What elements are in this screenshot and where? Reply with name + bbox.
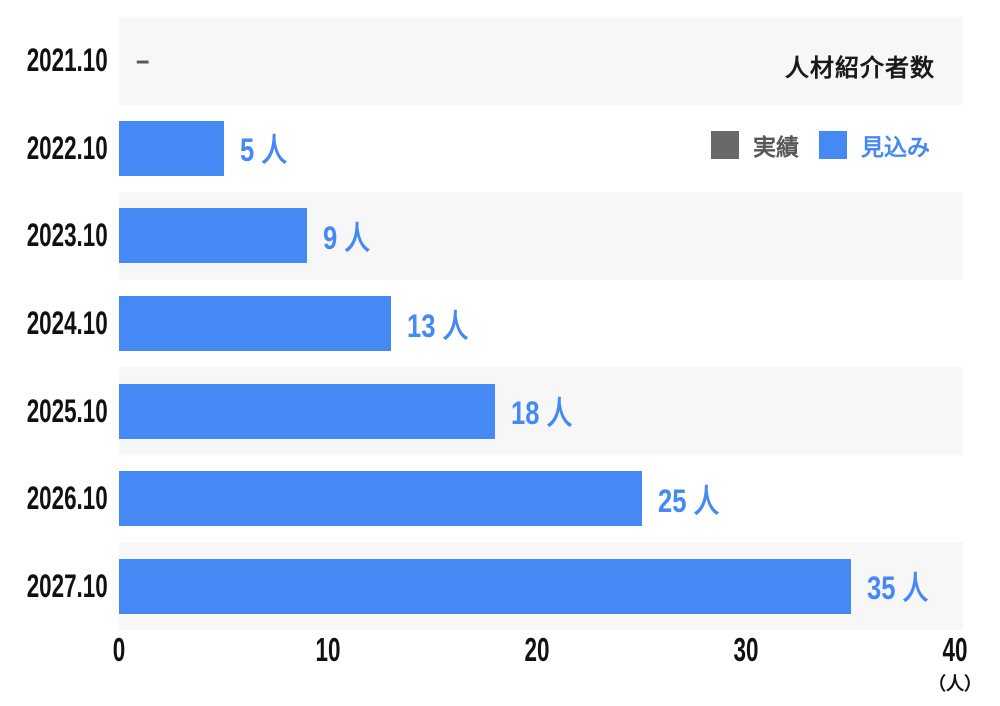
x-axis-tick-10: 10 xyxy=(315,631,341,668)
chart-row-2023-10: 2023.10 9 人 xyxy=(0,192,963,280)
value-label-text: 5 人 xyxy=(239,132,287,169)
chart-row-2027-10: 2027.10 35 人 xyxy=(0,542,963,631)
chart-row-2021-10: 2021.10 – xyxy=(0,17,963,105)
plot-row: 13 人 xyxy=(119,280,963,368)
value-label: 9 人 xyxy=(323,213,382,259)
bar-2023-10 xyxy=(119,208,308,264)
value-label: 35 人 xyxy=(867,563,944,609)
x-axis: 0 10 20 30 40 （人） xyxy=(113,630,982,706)
y-axis-label-text: 2024.10 xyxy=(27,305,108,342)
y-axis-label: 2022.10 xyxy=(0,105,119,193)
x-axis-tick-20: 20 xyxy=(524,631,550,668)
plot-area: 2021.10 – 2022.10 5 人 2023.10 9 人 2024.1… xyxy=(0,17,963,631)
y-axis-label-text: 2026.10 xyxy=(27,480,108,517)
value-label: 13 人 xyxy=(407,301,484,347)
legend-label-actual: 実績 xyxy=(753,134,799,160)
bar-2022-10 xyxy=(119,120,224,176)
y-axis-label-text: 2025.10 xyxy=(27,392,108,429)
y-axis-label-text: 2022.10 xyxy=(27,129,108,166)
x-axis-tick-30: 30 xyxy=(733,631,759,668)
bar-2025-10 xyxy=(119,383,496,439)
value-label: – xyxy=(136,44,153,78)
plot-row: 5 人 xyxy=(119,105,963,193)
legend-swatch-actual-icon xyxy=(711,131,739,159)
y-axis-label: 2021.10 xyxy=(0,17,119,105)
y-axis-label: 2023.10 xyxy=(0,192,119,280)
plot-row: 18 人 xyxy=(119,367,963,455)
x-axis-tick-0: 0 xyxy=(112,631,126,668)
value-label-text: 18 人 xyxy=(511,395,573,432)
plot-row: 9 人 xyxy=(119,192,963,280)
bar-2026-10 xyxy=(119,471,642,527)
plot-row: 35 人 xyxy=(119,542,963,631)
y-axis-label: 2025.10 xyxy=(0,367,119,455)
y-axis-label-text: 2023.10 xyxy=(27,217,108,254)
chart-row-2022-10: 2022.10 5 人 xyxy=(0,105,963,193)
value-label-text: 13 人 xyxy=(406,307,468,344)
value-label: 18 人 xyxy=(511,388,588,434)
bar-2024-10 xyxy=(119,296,391,352)
chart-row-2025-10: 2025.10 18 人 xyxy=(0,367,963,455)
x-axis-tick-40: 40 xyxy=(942,631,968,668)
legend-swatch-forecast-icon xyxy=(819,131,847,159)
value-label-text: 35 人 xyxy=(866,570,928,607)
chart-row-2026-10: 2026.10 25 人 xyxy=(0,455,963,543)
legend: 実績 見込み xyxy=(711,128,930,162)
y-axis-label-text: 2021.10 xyxy=(27,42,108,79)
value-label-text: 9 人 xyxy=(323,219,371,256)
x-axis-unit-label: （人） xyxy=(928,674,982,694)
no-data-dash: – xyxy=(136,43,150,77)
bar-2027-10 xyxy=(119,558,851,614)
legend-label-forecast: 見込み xyxy=(861,134,930,160)
y-axis-label: 2024.10 xyxy=(0,280,119,368)
y-axis-label: 2027.10 xyxy=(0,542,119,630)
value-label-text: 25 人 xyxy=(657,482,719,519)
chart-row-2024-10: 2024.10 13 人 xyxy=(0,280,963,368)
y-axis-label: 2026.10 xyxy=(0,455,119,543)
legend-item-actual: 実績 xyxy=(711,128,799,162)
y-axis-label-text: 2027.10 xyxy=(27,567,108,604)
value-label: 25 人 xyxy=(658,476,735,522)
plot-row: – xyxy=(119,17,963,105)
chart-title: 人材紹介者数 xyxy=(785,55,935,82)
legend-item-forecast: 見込み xyxy=(819,128,930,162)
value-label: 5 人 xyxy=(240,125,299,171)
plot-row: 25 人 xyxy=(119,455,963,543)
